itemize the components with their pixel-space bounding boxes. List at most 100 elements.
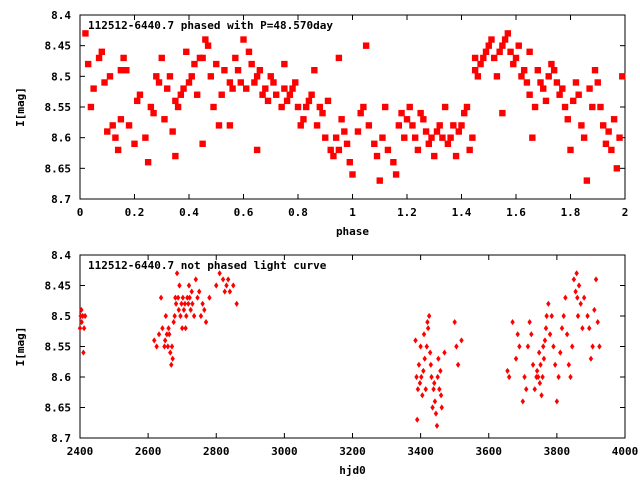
data-point <box>207 73 214 80</box>
x-tick-label: 0.6 <box>234 206 254 219</box>
data-point <box>98 48 105 55</box>
data-point <box>308 91 315 98</box>
data-point <box>183 325 188 332</box>
data-point <box>605 128 612 135</box>
data-point <box>571 276 577 283</box>
data-point <box>587 325 592 332</box>
data-point <box>164 85 171 92</box>
data-point <box>177 282 182 289</box>
data-point <box>588 355 594 362</box>
data-point <box>193 276 199 283</box>
data-point <box>82 30 89 37</box>
data-point <box>575 312 581 320</box>
data-point <box>553 79 561 86</box>
data-point <box>302 103 310 111</box>
x-tick-label: 1.8 <box>561 206 581 219</box>
data-point <box>240 36 247 43</box>
data-point <box>231 282 236 289</box>
data-point <box>572 79 580 86</box>
data-point <box>186 282 192 289</box>
data-point <box>436 355 441 362</box>
data-point <box>499 109 506 117</box>
x-tick-label: 3200 <box>339 445 366 458</box>
data-point <box>561 312 566 320</box>
data-point <box>561 103 569 111</box>
data-point <box>270 79 277 86</box>
data-point <box>559 85 566 92</box>
data-point <box>297 122 304 129</box>
data-point <box>523 79 531 86</box>
data-point <box>167 331 172 338</box>
data-point <box>188 73 195 80</box>
data-point <box>450 122 457 129</box>
y-tick-label: 8.45 <box>45 280 72 293</box>
data-point <box>202 36 209 43</box>
data-point <box>392 171 400 178</box>
x-tick-label: 2 <box>622 206 629 219</box>
data-point <box>169 128 176 135</box>
data-point <box>147 103 155 111</box>
x-tick-label: 0.2 <box>125 206 145 219</box>
data-point <box>186 300 191 307</box>
y-tick-label: 8.45 <box>45 40 72 53</box>
data-point <box>525 343 531 350</box>
data-point <box>153 73 160 80</box>
data-point <box>425 325 431 332</box>
data-point <box>198 312 204 320</box>
data-point <box>580 134 588 141</box>
data-point <box>203 319 209 326</box>
data-point <box>77 325 83 332</box>
chart-title: 112512-6440.7 phased with P=48.570day <box>88 19 333 32</box>
data-point <box>488 36 495 43</box>
data-point <box>471 67 479 74</box>
data-point <box>539 392 544 399</box>
x-axis-label: phase <box>336 225 369 238</box>
data-point <box>548 60 555 68</box>
data-point <box>527 319 532 326</box>
data-point <box>540 85 547 92</box>
data-point <box>106 73 114 80</box>
data-point <box>529 134 536 141</box>
data-point <box>463 103 471 111</box>
data-point <box>166 73 174 80</box>
data-point <box>281 85 288 92</box>
data-point <box>459 337 464 344</box>
data-point <box>454 343 459 350</box>
data-point <box>224 282 229 289</box>
data-point <box>267 73 274 80</box>
data-point <box>537 79 544 86</box>
data-point <box>87 103 95 111</box>
data-point <box>79 306 84 313</box>
data-point <box>504 30 512 37</box>
data-point <box>134 97 141 105</box>
data-point <box>580 325 585 332</box>
data-point <box>229 85 236 92</box>
data-point <box>426 312 432 320</box>
data-point <box>433 128 441 135</box>
data-point <box>541 355 547 362</box>
y-axis-label: I[mag] <box>14 87 27 127</box>
data-point <box>319 109 326 117</box>
x-tick-label: 0.4 <box>179 206 199 219</box>
data-point <box>253 146 261 154</box>
data-point <box>390 159 397 166</box>
x-tick-label: 3800 <box>544 445 571 458</box>
data-point <box>286 91 294 98</box>
data-point <box>311 67 318 74</box>
data-point <box>507 48 514 55</box>
data-point <box>499 42 506 49</box>
phased-light-curve-plot: 0 0.2 0.4 0.6 0.8 1 1.2 1.4 1.6 1.8 2 8.4 8.45 8.5 8.5… <box>14 9 628 238</box>
data-point <box>439 404 444 411</box>
data-point <box>411 134 419 141</box>
y-tick-label: 8.65 <box>45 162 72 175</box>
data-point <box>505 367 510 374</box>
data-point <box>264 97 272 105</box>
data-point <box>214 282 219 289</box>
data-point <box>455 128 462 135</box>
data-point <box>477 60 484 68</box>
data-point <box>278 103 285 111</box>
data-point <box>422 128 430 135</box>
data-point <box>431 386 436 393</box>
data-point <box>172 312 177 320</box>
data-point <box>401 134 408 141</box>
